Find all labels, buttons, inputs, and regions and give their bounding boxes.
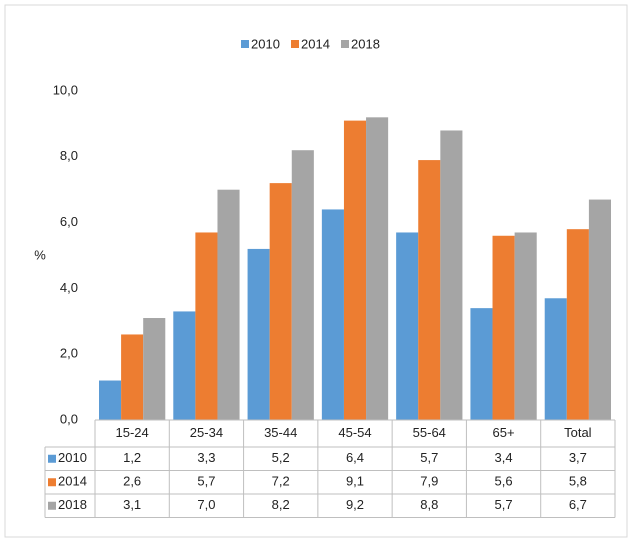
table-row-label: 2010 xyxy=(58,450,87,465)
table-cell: 3,1 xyxy=(123,497,141,512)
table-cell: 3,7 xyxy=(569,450,587,465)
table-cell: 3,3 xyxy=(197,450,215,465)
legend-swatch xyxy=(291,40,299,48)
table-cell: 5,2 xyxy=(272,450,290,465)
table-cell: 6,7 xyxy=(569,497,587,512)
legend-swatch xyxy=(241,40,249,48)
legend-label: 2018 xyxy=(351,36,380,51)
x-tick-label: 15-24 xyxy=(116,425,149,440)
table-cell: 7,0 xyxy=(197,497,215,512)
table-cell: 7,9 xyxy=(420,474,438,489)
bar xyxy=(291,150,314,420)
table-cell: 7,2 xyxy=(272,474,290,489)
x-tick-label: Total xyxy=(564,425,592,440)
table-cell: 8,8 xyxy=(420,497,438,512)
table-cell: 3,4 xyxy=(495,450,513,465)
bar xyxy=(173,311,196,420)
bar xyxy=(217,189,240,420)
bar xyxy=(588,199,611,420)
bar xyxy=(566,229,589,420)
bar xyxy=(121,334,144,420)
legend-swatch xyxy=(341,40,349,48)
table-cell: 5,7 xyxy=(495,497,513,512)
bar xyxy=(544,298,567,420)
y-tick-label: 10,0 xyxy=(53,82,78,97)
table-cell: 8,2 xyxy=(272,497,290,512)
y-axis-label: % xyxy=(34,247,46,262)
x-tick-label: 45-54 xyxy=(338,425,371,440)
table-legend-swatch xyxy=(48,478,56,487)
table-cell: 6,4 xyxy=(346,450,364,465)
table-cell: 1,2 xyxy=(123,450,141,465)
bar xyxy=(143,318,166,420)
table-cell: 9,2 xyxy=(346,497,364,512)
table-row-label: 2018 xyxy=(58,497,87,512)
table-cell: 9,1 xyxy=(346,474,364,489)
y-tick-label: 4,0 xyxy=(60,280,78,295)
bar xyxy=(470,308,493,420)
x-tick-label: 25-34 xyxy=(190,425,223,440)
table-legend-swatch xyxy=(48,454,56,463)
bar xyxy=(321,209,344,420)
table-cell: 5,7 xyxy=(197,474,215,489)
table-cell: 5,6 xyxy=(495,474,513,489)
bar xyxy=(514,232,537,420)
x-tick-label: 55-64 xyxy=(413,425,446,440)
legend-label: 2010 xyxy=(251,36,280,51)
table-row-label: 2014 xyxy=(58,474,87,489)
legend-label: 2014 xyxy=(301,36,330,51)
y-tick-label: 8,0 xyxy=(60,148,78,163)
bar xyxy=(247,248,270,420)
x-tick-label: 35-44 xyxy=(264,425,297,440)
bar xyxy=(418,160,441,420)
y-tick-label: 0,0 xyxy=(60,411,78,426)
y-tick-label: 2,0 xyxy=(60,346,78,361)
x-tick-label: 65+ xyxy=(493,425,515,440)
bar xyxy=(396,232,419,420)
bar xyxy=(269,183,292,420)
bar xyxy=(99,380,122,420)
table-legend-swatch xyxy=(48,501,56,510)
y-tick-label: 6,0 xyxy=(60,214,78,229)
table-cell: 5,8 xyxy=(569,474,587,489)
bar xyxy=(440,130,463,421)
bar xyxy=(343,120,367,421)
bar xyxy=(366,117,389,420)
bar xyxy=(492,235,515,420)
table-cell: 2,6 xyxy=(123,474,141,489)
bar xyxy=(195,232,218,420)
table-cell: 5,7 xyxy=(420,450,438,465)
